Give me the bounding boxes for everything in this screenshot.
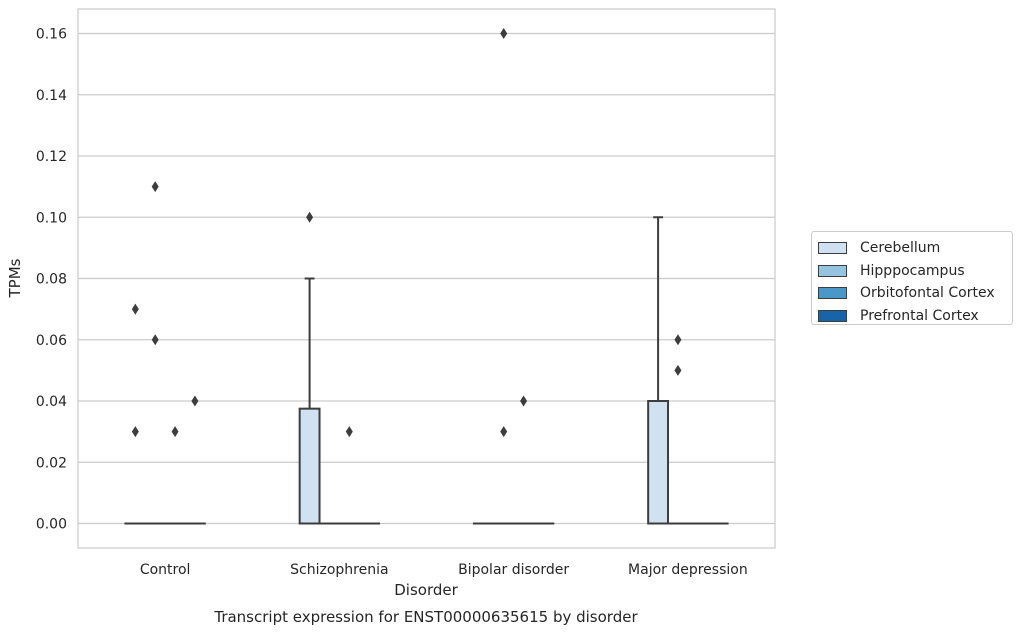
outlier-marker [131,303,139,315]
outlier-marker [674,364,682,376]
outlier-marker [306,211,314,223]
box-0-2 [164,426,186,525]
legend-label-prefrontal-cortex: Prefrontal Cortex [860,307,979,324]
y-tick-label: 0.00 [36,517,67,533]
box-0-0 [124,303,147,525]
y-tick-label: 0.12 [36,149,67,165]
x-tick-label: Control [140,562,191,578]
outlier-marker [500,426,508,438]
y-tick-label: 0.02 [36,455,67,471]
x-tick-labels: Control Schizophrenia Bipolar disorder Majo… [140,562,748,578]
box-2-1 [492,28,515,525]
y-tick-label: 0.10 [36,210,67,226]
outlier-marker [500,28,508,39]
box-3-1 [667,334,689,525]
box-1-2 [338,426,361,525]
y-tick-labels: 0.00 0.02 0.04 0.06 0.08 0.10 0.12 0.14 0.16 [36,27,67,533]
box-0-1 [144,181,167,525]
box-1-0 [298,211,321,525]
box-3-0 [647,216,670,525]
y-tick-label: 0.14 [36,88,67,104]
x-axis-title: Disorder [394,581,458,599]
legend-item-cerebellum: Cerebellum [818,237,1012,260]
y-tick-label: 0.08 [36,272,67,288]
legend-swatch-prefrontal-cortex [818,309,847,322]
legend-label-hippocampus: Hipppocampus [860,262,965,279]
outlier-marker [674,334,682,346]
legend-item-hippocampus: Hipppocampus [818,260,1012,283]
box-0-3 [183,395,206,525]
outlier-marker [345,426,353,438]
box-body [298,407,321,525]
legend-swatch-orbitofrontal-cortex [818,287,847,300]
grid-lines [78,32,775,525]
outlier-marker [131,426,139,438]
outlier-marker [520,395,528,407]
legend-label-orbitofrontal-cortex: Orbitofontal Cortex [860,285,995,302]
legend: Cerebellum Hipppocampus Orbitofontal Cor… [811,231,1013,325]
legend-item-orbitofrontal-cortex: Orbitofontal Cortex [818,282,1012,305]
legend-swatch-hippocampus [818,264,847,277]
legend-item-prefrontal-cortex: Prefrontal Cortex [818,305,1012,328]
y-tick-label: 0.06 [36,333,67,349]
y-tick-label: 0.04 [36,394,67,410]
outlier-marker [191,395,199,407]
chart-title: Transcript expression for ENST0000063561… [213,608,638,626]
box-2-2 [512,395,535,525]
boxes [124,28,729,525]
box-body [647,400,670,525]
legend-label-cerebellum: Cerebellum [860,240,941,257]
x-tick-label: Major depression [628,562,748,578]
outlier-marker [151,181,159,193]
y-tick-label: 0.16 [36,27,67,43]
legend-swatch-cerebellum [818,242,847,255]
plot-area-frame [77,8,776,549]
outlier-marker [171,426,179,438]
x-tick-label: Bipolar disorder [458,562,569,578]
y-axis-title: TPMs [6,258,24,298]
outlier-marker [151,334,159,346]
x-tick-label: Schizophrenia [290,562,388,578]
